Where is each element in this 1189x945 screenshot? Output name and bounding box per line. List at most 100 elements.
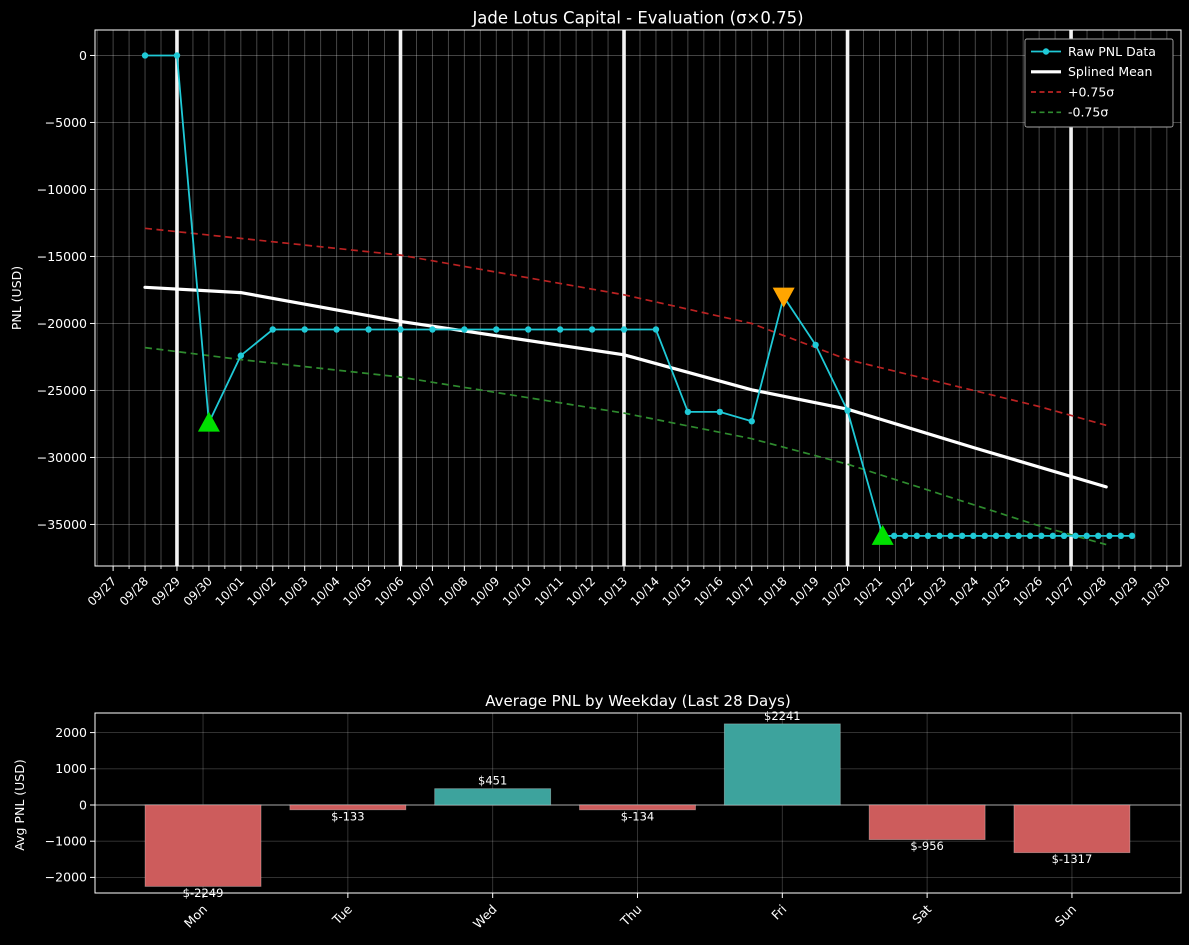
raw-pnl-dot <box>429 326 436 333</box>
x-tick-label: 10/26 <box>1011 574 1045 608</box>
bar-wed <box>434 788 552 806</box>
raw-pnl-dot <box>1026 532 1034 540</box>
raw-pnl-dot <box>365 326 372 333</box>
raw-pnl-dot <box>1117 532 1125 540</box>
raw-pnl-dots <box>141 52 1136 540</box>
x-tick-label: 10/27 <box>1043 574 1077 608</box>
bottom-plot-border <box>94 712 1182 894</box>
weekday-label: Thu <box>617 902 645 930</box>
raw-pnl-dot <box>461 326 468 333</box>
triangle-up-marker <box>871 524 894 545</box>
x-tick-label: 10/06 <box>372 574 406 608</box>
raw-pnl-dot <box>333 326 340 333</box>
raw-pnl-dot <box>620 326 628 333</box>
raw-pnl-dot <box>902 532 909 540</box>
raw-pnl-dot <box>237 352 245 359</box>
legend-box <box>1024 38 1174 128</box>
raw-pnl-dot <box>1083 532 1090 540</box>
x-tick-label: 10/29 <box>1107 574 1141 608</box>
bottom-chart-title: Average PNL by Weekday (Last 28 Days) <box>485 692 790 710</box>
triangle-up-marker <box>197 411 220 432</box>
x-tick-label: 10/18 <box>755 574 789 608</box>
bottom-chart-title-text: Average PNL by Weekday (Last 28 Days) <box>485 692 790 710</box>
top-x-axis: 09/2709/2809/2909/3010/0110/0210/0310/04… <box>85 566 1173 609</box>
raw-pnl-dot <box>588 326 596 333</box>
raw-pnl-dot <box>970 532 977 540</box>
bottom-y-axis-label: Avg PNL (USD) <box>12 759 27 850</box>
bottom-x-axis: Mon Tue Wed Thu Fri Sat Sun <box>181 893 1079 931</box>
bottom-y-axis: 2000 1000 0 −1000 −2000 Avg PNL (USD) <box>12 725 95 885</box>
raw-pnl-dot <box>812 341 819 349</box>
legend-item-label: Splined Mean <box>1068 64 1152 79</box>
raw-pnl-dot <box>556 326 564 333</box>
raw-pnl-dot <box>844 407 851 414</box>
top-y-axis-label: PNL (USD) <box>9 266 24 330</box>
bar-fri <box>723 723 841 806</box>
x-tick-label: 10/16 <box>692 574 726 608</box>
y-tick-label: −5000 <box>45 115 87 130</box>
x-tick-label: 10/11 <box>532 574 566 608</box>
legend-item-label: Raw PNL Data <box>1068 44 1156 59</box>
y-tick-label: −15000 <box>37 249 87 264</box>
x-tick-label: 10/21 <box>851 574 885 608</box>
event-markers <box>197 287 894 545</box>
x-tick-label: 10/12 <box>564 574 598 608</box>
x-tick-label: 10/03 <box>276 574 310 608</box>
top-chart-title: Jade Lotus Capital - Evaluation (σ×0.75) <box>471 9 803 28</box>
raw-pnl-dot <box>1106 532 1113 540</box>
weekly-boundary-lines <box>175 30 1073 566</box>
legend-item-label: +0.75σ <box>1068 84 1114 99</box>
weekday-label: Fri <box>768 902 789 923</box>
raw-pnl-dot <box>684 408 692 416</box>
bar-value-label: $2241 <box>764 709 801 723</box>
raw-pnl-dot <box>652 326 660 333</box>
top-chart-title-text: Jade Lotus Capital - Evaluation (σ×0.75) <box>471 9 803 28</box>
x-tick-label: 09/29 <box>149 574 183 608</box>
bar-thu <box>579 804 696 811</box>
y-tick-label: 1000 <box>55 761 87 776</box>
y-tick-label: −2000 <box>45 870 87 885</box>
raw-pnl-dot <box>1072 532 1079 540</box>
raw-pnl-dot <box>1095 532 1102 540</box>
x-tick-label: 09/30 <box>181 574 215 608</box>
raw-pnl-dot <box>397 326 404 333</box>
x-tick-label: 10/15 <box>660 574 694 608</box>
x-tick-label: 10/08 <box>436 574 470 608</box>
y-tick-label: 2000 <box>55 725 87 740</box>
raw-pnl-dot <box>992 532 1000 540</box>
x-tick-label: 09/27 <box>85 574 119 608</box>
raw-pnl-dot <box>716 408 724 416</box>
raw-pnl-line <box>145 54 1132 537</box>
weekday-label: Mon <box>181 902 210 931</box>
legend-item-label: -0.75σ <box>1068 105 1108 120</box>
bar-sun <box>1013 804 1131 854</box>
x-tick-label: 10/14 <box>628 574 662 608</box>
bar-value-label: $-956 <box>910 839 943 853</box>
x-tick-label: 10/02 <box>245 574 279 608</box>
y-tick-label: −25000 <box>37 383 87 398</box>
x-tick-label: 10/30 <box>1139 574 1173 608</box>
raw-pnl-dot <box>1128 532 1136 540</box>
y-tick-label: −1000 <box>45 833 87 848</box>
raw-pnl-dot <box>981 532 989 540</box>
weekday-label: Sun <box>1052 902 1079 929</box>
x-tick-label: 09/28 <box>117 574 151 608</box>
top-plot-border <box>94 29 1182 567</box>
raw-pnl-dot <box>890 532 898 540</box>
raw-pnl-dot <box>525 326 532 333</box>
top-y-axis: 0 −5000 −10000 −15000 −20000 −25000 −30000 −350… <box>9 48 95 532</box>
bars <box>144 723 1131 887</box>
y-tick-label: 0 <box>79 797 87 812</box>
y-tick-label: −10000 <box>37 182 87 197</box>
bar-value-label: $-133 <box>331 809 364 823</box>
raw-pnl-dot <box>493 326 500 333</box>
top-chart: Jade Lotus Capital - Evaluation (σ×0.75)… <box>9 9 1182 609</box>
weekday-label: Wed <box>470 902 500 932</box>
x-tick-label: 10/10 <box>500 574 534 608</box>
y-tick-label: −30000 <box>37 450 87 465</box>
raw-pnl-dot <box>1060 532 1068 540</box>
weekday-label: Sat <box>909 901 934 926</box>
bar-value-label: $-1317 <box>1052 852 1093 866</box>
raw-pnl-dot <box>1004 532 1011 540</box>
